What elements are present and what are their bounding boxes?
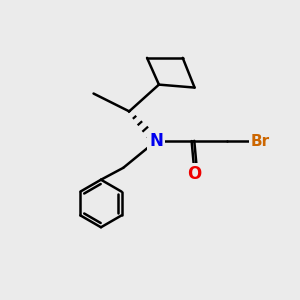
Text: O: O	[188, 165, 202, 183]
Text: N: N	[149, 132, 163, 150]
Text: Br: Br	[250, 134, 269, 148]
